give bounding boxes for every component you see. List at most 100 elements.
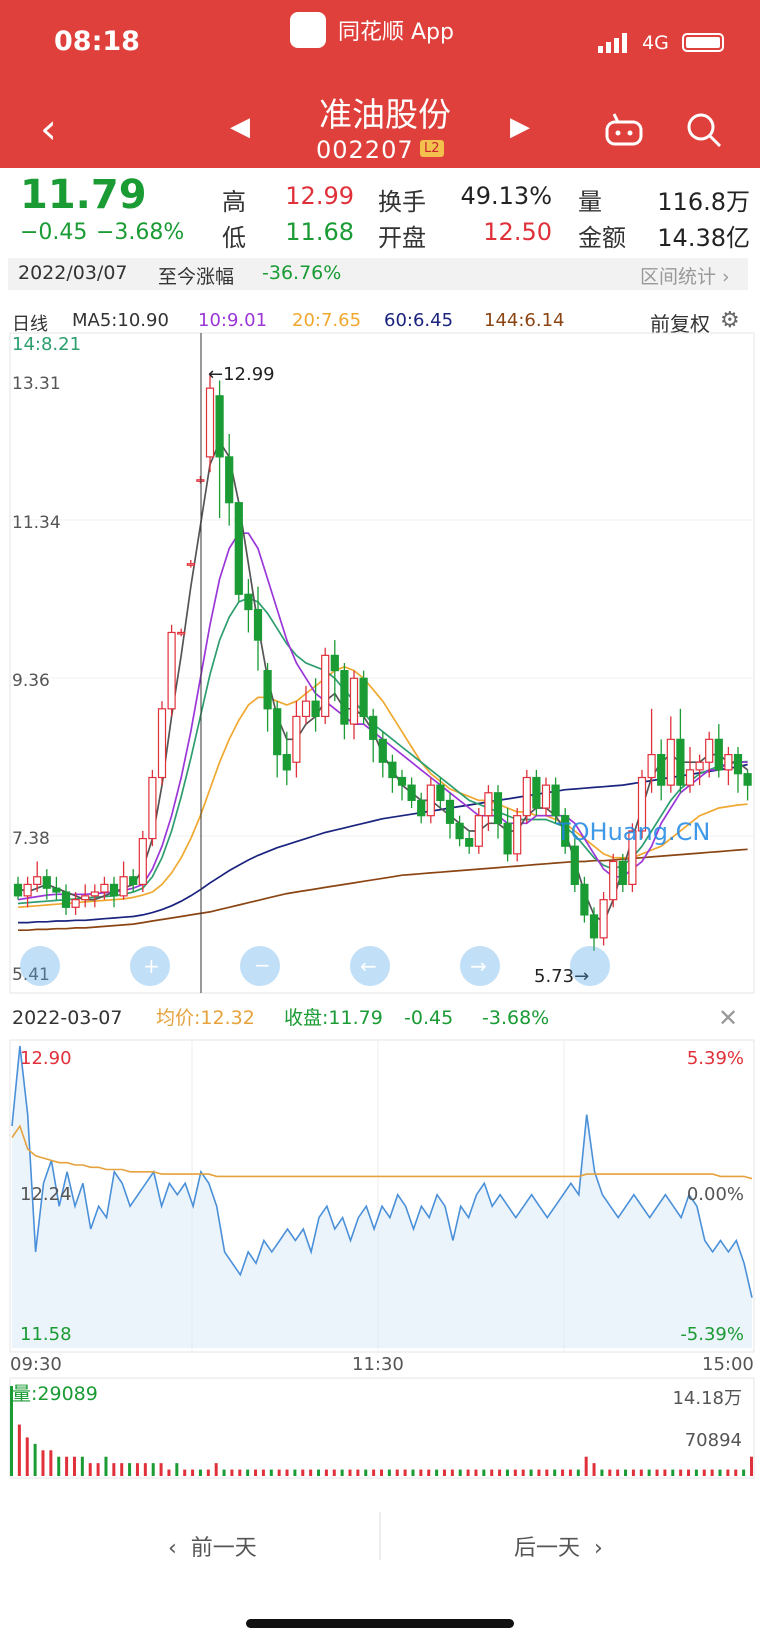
volume-bar xyxy=(427,1469,431,1476)
fullscreen-icon[interactable] xyxy=(570,946,610,986)
pan-left-icon[interactable] xyxy=(350,946,390,986)
candle xyxy=(743,773,752,786)
volume-bar xyxy=(671,1469,675,1476)
ma60-line xyxy=(18,763,748,924)
candle xyxy=(42,876,51,889)
last-price: 11.79 xyxy=(20,172,147,218)
volume-bar xyxy=(285,1469,289,1476)
candle xyxy=(532,776,541,809)
status-app-name: 同花顺 App xyxy=(338,20,454,45)
volume-bar xyxy=(80,1456,84,1476)
kline-frame xyxy=(9,332,755,994)
zoom-in-icon[interactable] xyxy=(130,946,170,986)
volume-bar xyxy=(435,1469,439,1476)
volume-bar xyxy=(553,1469,557,1476)
search-icon[interactable] xyxy=(684,110,724,150)
range-stats-button[interactable]: 区间统计 › xyxy=(640,266,730,288)
candle xyxy=(148,776,157,840)
intraday-p-mid: 0.00% xyxy=(687,1184,744,1205)
kline-period-tab[interactable]: 日线 xyxy=(12,314,48,335)
candle xyxy=(426,784,435,817)
volume-bar xyxy=(72,1456,76,1476)
candle xyxy=(177,631,186,635)
candle xyxy=(503,822,512,855)
candle xyxy=(369,715,378,740)
candle xyxy=(253,608,263,641)
candle xyxy=(666,738,675,786)
zoom-out-glyph: − xyxy=(254,953,271,977)
prev-stock-icon[interactable]: ◀ xyxy=(230,112,250,142)
candle xyxy=(580,883,589,916)
candle xyxy=(714,738,723,771)
volume-bar xyxy=(450,1469,454,1476)
intraday-frame xyxy=(9,1039,755,1353)
expand-icon[interactable] xyxy=(20,946,60,986)
period-gain-value: -36.76% xyxy=(262,262,342,284)
volume-bar xyxy=(309,1469,313,1476)
candle xyxy=(378,738,387,763)
next-day-button[interactable]: 后一天 › xyxy=(514,1536,603,1561)
candle xyxy=(609,860,618,901)
volume-bar xyxy=(88,1463,92,1476)
high-label: 高 xyxy=(222,188,246,216)
low-label: 低 xyxy=(222,224,246,252)
volume-bar xyxy=(301,1469,305,1476)
volume-bar xyxy=(458,1469,462,1476)
candle xyxy=(119,876,128,897)
next-stock-icon[interactable]: ▶ xyxy=(510,112,530,142)
candle xyxy=(493,792,503,824)
volume-bar xyxy=(206,1469,210,1476)
volume-bar xyxy=(17,1424,21,1476)
signal-icon xyxy=(598,33,627,53)
adjust-mode-button[interactable]: 前复权 xyxy=(650,312,710,336)
volume-bar xyxy=(726,1469,730,1476)
intraday-close: 收盘:11.79 xyxy=(284,1007,383,1029)
volume-bars xyxy=(10,1386,753,1476)
volume-bar xyxy=(568,1469,572,1476)
candle xyxy=(349,677,359,725)
volume-bar xyxy=(419,1469,423,1476)
volume-bar xyxy=(191,1469,195,1476)
range-stats-label: 区间统计 xyxy=(640,266,717,288)
candle xyxy=(705,738,714,763)
volume-bar xyxy=(710,1469,714,1476)
volume-bar xyxy=(482,1469,486,1476)
ma60-legend: 60:6.45 xyxy=(384,310,454,331)
volume-bar xyxy=(159,1463,163,1476)
candle xyxy=(637,776,647,832)
volume-bar xyxy=(380,1469,383,1476)
candle xyxy=(215,395,224,458)
candle xyxy=(484,792,493,817)
zoom-out-icon[interactable] xyxy=(240,946,280,986)
y-tick: 11.34 xyxy=(12,513,61,533)
candle xyxy=(292,715,301,763)
candle xyxy=(724,754,733,771)
candle xyxy=(570,845,579,885)
candles xyxy=(13,372,752,951)
volume-bar xyxy=(246,1469,250,1476)
volume-bar xyxy=(498,1469,502,1476)
volume-bar xyxy=(750,1456,753,1476)
volume-bar xyxy=(41,1450,45,1476)
volume-bar xyxy=(372,1469,376,1476)
candle xyxy=(657,754,666,786)
volume-bar xyxy=(356,1469,360,1476)
volume-bar xyxy=(348,1469,352,1476)
price-change-pct: −3.68% xyxy=(96,220,185,245)
stock-name: 准油股份 xyxy=(319,95,451,134)
volume-bar xyxy=(198,1469,202,1476)
close-icon[interactable]: ✕ xyxy=(718,1004,738,1032)
prev-day-button[interactable]: ‹ 前一天 xyxy=(168,1536,257,1561)
gear-icon[interactable]: ⚙ xyxy=(720,308,740,333)
back-icon[interactable]: ‹ xyxy=(40,104,57,153)
volume-value: 116.8万 xyxy=(657,188,750,216)
candle xyxy=(359,677,368,718)
period-bar xyxy=(8,258,748,290)
candle xyxy=(167,631,176,710)
pan-left-glyph: ← xyxy=(360,954,377,978)
pan-right-icon[interactable] xyxy=(460,946,500,986)
turnover-label: 换手 xyxy=(378,188,426,216)
robot-icon[interactable] xyxy=(604,112,644,148)
candle xyxy=(33,876,42,885)
